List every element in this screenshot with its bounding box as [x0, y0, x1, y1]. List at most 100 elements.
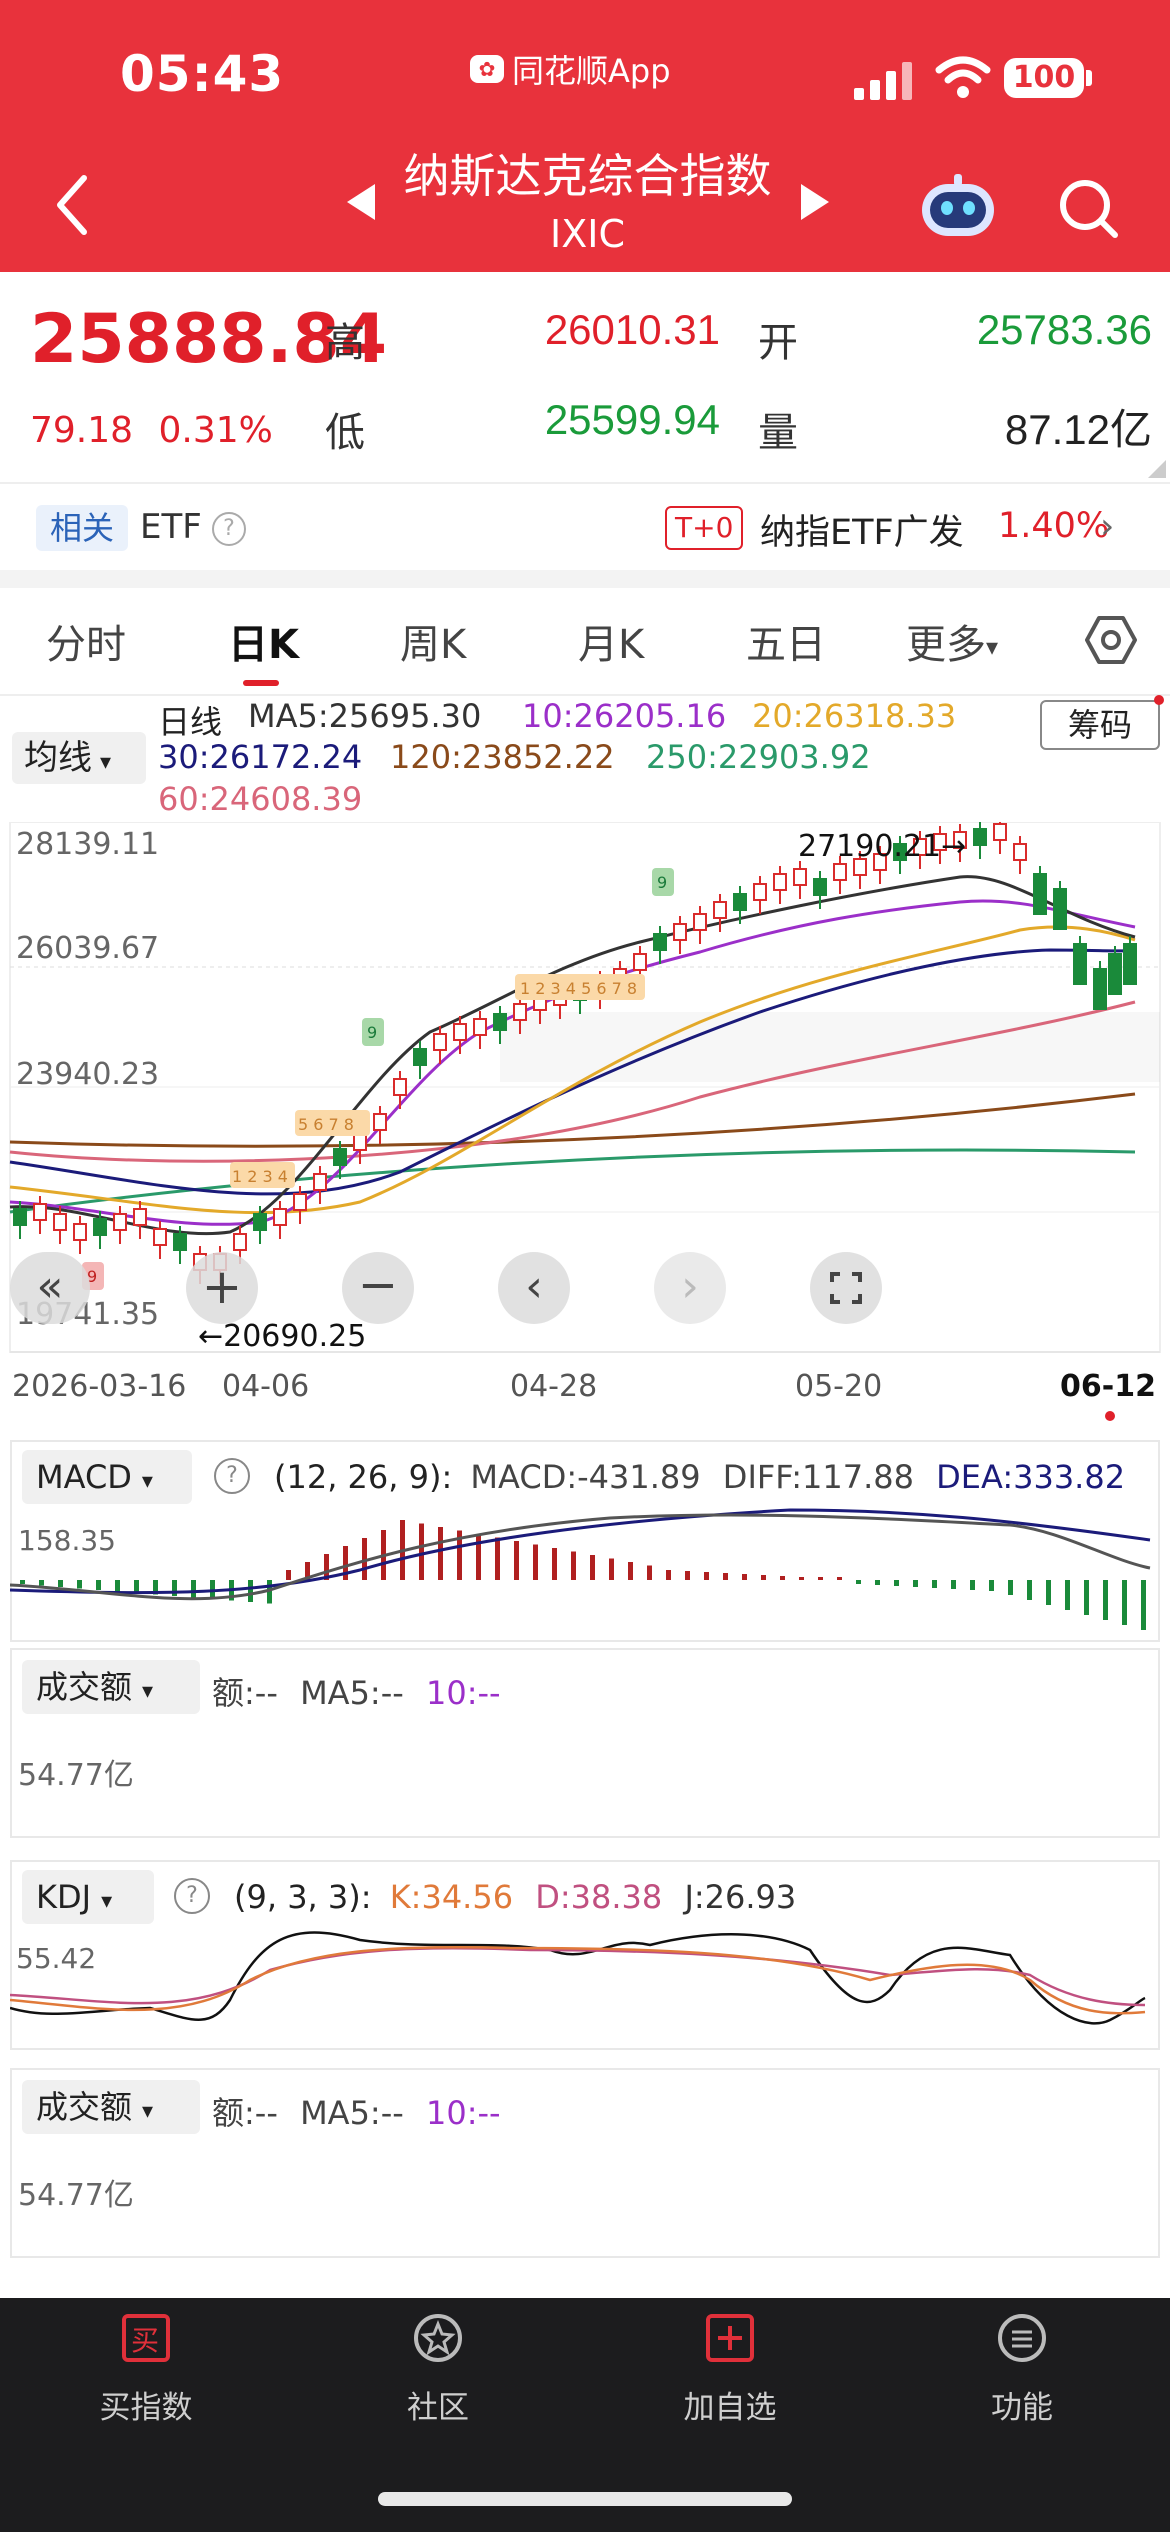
- index-title: 纳斯达克综合指数: [403, 149, 772, 203]
- tab-more[interactable]: 更多▾: [906, 612, 998, 670]
- candle: [793, 868, 807, 886]
- macd-bar: [191, 1580, 196, 1598]
- change-value: 79.18: [30, 410, 134, 451]
- candle: [993, 823, 1007, 841]
- search-icon[interactable]: [1055, 175, 1121, 241]
- turnover-selector-2[interactable]: 成交额 ▾: [22, 2080, 200, 2134]
- scroll-left-button[interactable]: ‹: [498, 1252, 570, 1324]
- nav-community[interactable]: 社区: [338, 2310, 538, 2427]
- turnover-values-2: 额:-- MA5:-- 10:--: [212, 2088, 501, 2134]
- help-icon[interactable]: ?: [212, 512, 246, 546]
- back-icon[interactable]: [48, 170, 98, 240]
- candle: [373, 1113, 387, 1131]
- ma-selector-button[interactable]: 均线 ▾: [12, 732, 146, 784]
- open-label: 开: [758, 320, 798, 366]
- candle: [733, 893, 747, 911]
- svg-text:9: 9: [87, 1267, 97, 1286]
- macd-bar: [837, 1577, 842, 1580]
- prev-index-icon[interactable]: [345, 182, 379, 222]
- ma60-value: 60:24608.39: [158, 780, 363, 818]
- scroll-left-fast-button[interactable]: «: [10, 1252, 90, 1324]
- home-indicator[interactable]: [378, 2492, 792, 2506]
- turnover-selector[interactable]: 成交额 ▾: [22, 1660, 200, 1714]
- tab-five-day[interactable]: 五日: [746, 622, 826, 668]
- line-type-label: 日线: [158, 703, 223, 741]
- ma30-value: 30:26172.24: [158, 738, 363, 776]
- macd-tick: 158.35: [18, 1524, 116, 1557]
- candle: [633, 953, 647, 971]
- candle: [393, 1078, 407, 1096]
- candle: [353, 1133, 367, 1151]
- x-label: 06-12: [1060, 1369, 1156, 1404]
- ma20-value: 20:26318.33: [752, 697, 957, 735]
- macd-bar: [818, 1577, 823, 1580]
- etf-label[interactable]: ETF: [140, 507, 202, 547]
- ma30-line: [9, 948, 1136, 1196]
- chevron-right-icon[interactable]: ›: [1100, 506, 1115, 547]
- app-name-label: 同花顺App: [512, 52, 671, 90]
- status-time: 05:43: [120, 45, 285, 103]
- robot-assistant-icon[interactable]: [918, 172, 998, 240]
- macd-diff: DIFF:117.88: [722, 1458, 914, 1496]
- ma5-value: MA5:25695.30: [248, 697, 482, 735]
- tab-intraday[interactable]: 分时: [46, 622, 126, 668]
- caret-down-icon: ▾: [142, 2099, 154, 2124]
- macd-bar: [286, 1570, 291, 1580]
- tab-daily-k[interactable]: 日K: [228, 622, 299, 668]
- nav-buy-index[interactable]: 买 买指数: [46, 2310, 246, 2427]
- ma60-line: [9, 1000, 1136, 1163]
- macd-dea: DEA:333.82: [936, 1458, 1126, 1496]
- macd-bar: [134, 1580, 139, 1593]
- tab-more-label: 更多: [906, 622, 986, 668]
- notification-dot: [1154, 695, 1164, 705]
- x-label: 04-28: [510, 1369, 597, 1404]
- zoom-out-button[interactable]: −: [342, 1252, 414, 1324]
- fullscreen-button[interactable]: [810, 1252, 882, 1324]
- candle: [713, 901, 727, 919]
- macd-bar: [457, 1530, 462, 1580]
- t0-badge: T+0: [665, 506, 744, 550]
- battery-icon: 100: [1004, 58, 1084, 98]
- candle: [893, 843, 907, 861]
- candle: [113, 1213, 127, 1231]
- chip-distribution-button[interactable]: 筹码: [1040, 700, 1160, 750]
- settings-icon[interactable]: [1083, 612, 1139, 668]
- next-index-icon[interactable]: [797, 182, 831, 222]
- macd-bar: [704, 1572, 709, 1580]
- kdj-panel: [10, 1860, 1160, 2050]
- candle: [773, 873, 787, 891]
- nav-functions[interactable]: 功能: [922, 2310, 1122, 2427]
- macd-bar: [666, 1570, 671, 1580]
- y-tick: 26039.67: [16, 931, 159, 966]
- scroll-right-button[interactable]: ›: [654, 1252, 726, 1324]
- macd-bar: [571, 1551, 576, 1580]
- zoom-in-button[interactable]: +: [186, 1252, 258, 1324]
- candle: [433, 1033, 447, 1051]
- macd-macd: MACD:-431.89: [470, 1458, 701, 1496]
- x-label: 04-06: [222, 1369, 309, 1404]
- candle: [913, 838, 927, 856]
- turnover-ma10: 10:--: [425, 1674, 501, 1712]
- change-percent: 0.31%: [158, 410, 273, 451]
- tab-monthly-k[interactable]: 月K: [578, 622, 645, 668]
- turnover-ma5-2: MA5:--: [300, 2094, 404, 2132]
- kline-chart[interactable]: 9 9 9 1 2 3 4 5 6 7 8 5 6 7 8 1 2 3 4 28…: [0, 822, 1170, 1442]
- turnover-values: 额:-- MA5:-- 10:--: [212, 1668, 501, 1714]
- macd-bar: [742, 1574, 747, 1580]
- help-icon[interactable]: ?: [214, 1458, 250, 1494]
- svg-text:5 6 7 8: 5 6 7 8: [298, 1115, 354, 1134]
- macd-bar: [1122, 1580, 1127, 1625]
- tab-weekly-k[interactable]: 周K: [400, 622, 467, 668]
- macd-selector[interactable]: MACD ▾: [22, 1450, 192, 1504]
- nav-add-watchlist[interactable]: 加自选: [630, 2310, 830, 2427]
- candle: [1053, 888, 1067, 930]
- svg-text:9: 9: [367, 1023, 377, 1042]
- help-icon[interactable]: ?: [174, 1878, 210, 1914]
- kdj-selector[interactable]: KDJ ▾: [22, 1870, 154, 1924]
- macd-bar: [970, 1580, 975, 1590]
- related-etf-name[interactable]: 纳指ETF广发: [760, 513, 964, 553]
- macd-bar: [533, 1544, 538, 1580]
- candle: [1108, 953, 1122, 995]
- macd-bar: [875, 1580, 880, 1585]
- macd-bar: [723, 1573, 728, 1580]
